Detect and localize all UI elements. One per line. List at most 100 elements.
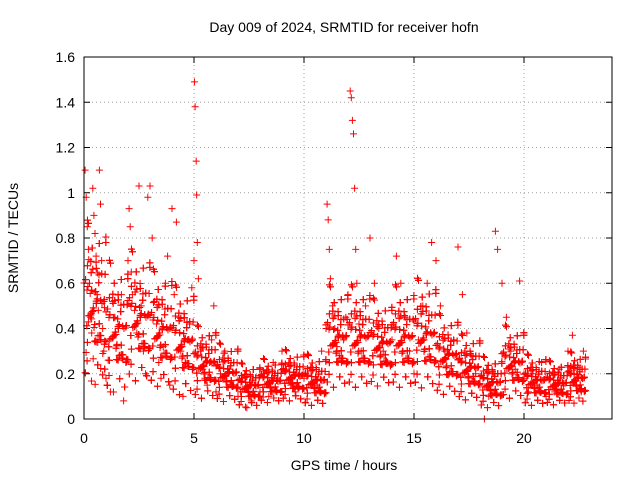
data-point-marker xyxy=(541,389,549,397)
data-point-marker xyxy=(545,357,553,365)
data-point-marker xyxy=(560,372,568,380)
data-point-marker xyxy=(182,380,190,388)
data-point-marker xyxy=(160,370,168,378)
data-point-marker xyxy=(432,341,440,349)
y-tick-label: 0.6 xyxy=(56,275,76,291)
data-point-marker xyxy=(457,388,465,396)
data-point-marker xyxy=(558,388,566,396)
y-tick-label: 0 xyxy=(67,411,75,427)
data-point-marker xyxy=(569,378,577,386)
data-point-marker xyxy=(127,268,135,276)
data-point-marker xyxy=(202,354,210,362)
data-point-marker xyxy=(339,332,347,340)
data-point-marker xyxy=(330,299,338,307)
data-point-marker xyxy=(153,382,161,390)
data-point-marker xyxy=(551,381,559,389)
data-point-marker xyxy=(555,378,563,386)
data-point-marker xyxy=(391,325,399,333)
data-point-marker xyxy=(474,363,482,371)
data-point-marker xyxy=(538,377,546,385)
data-point-marker xyxy=(279,394,287,402)
data-point-marker xyxy=(337,347,345,355)
data-point-marker xyxy=(475,380,483,388)
data-point-marker xyxy=(495,402,503,410)
data-point-marker xyxy=(258,371,266,379)
data-point-marker xyxy=(261,355,269,363)
data-point-marker xyxy=(264,362,272,370)
data-point-marker xyxy=(423,328,431,336)
data-point-marker xyxy=(224,368,232,376)
data-point-marker xyxy=(542,356,550,364)
data-point-marker xyxy=(232,369,240,377)
data-point-marker xyxy=(166,381,174,389)
data-point-marker xyxy=(231,395,239,403)
data-point-marker xyxy=(454,318,462,326)
data-point-marker xyxy=(121,383,129,391)
data-point-marker xyxy=(565,367,573,375)
data-point-marker xyxy=(302,369,310,377)
data-point-marker xyxy=(498,360,506,368)
data-point-marker xyxy=(550,364,558,372)
data-point-marker xyxy=(385,379,393,387)
data-point-marker xyxy=(169,385,177,393)
data-point-marker xyxy=(322,389,330,397)
data-point-marker xyxy=(127,245,135,253)
data-point-marker xyxy=(323,200,331,208)
data-point-marker xyxy=(318,367,326,375)
data-point-marker xyxy=(491,360,499,368)
data-point-marker xyxy=(359,316,367,324)
data-point-marker xyxy=(417,384,425,392)
data-point-marker xyxy=(447,322,455,330)
data-point-marker xyxy=(95,239,103,247)
data-point-marker xyxy=(83,262,91,270)
data-point-marker xyxy=(457,373,465,381)
data-point-marker xyxy=(405,332,413,340)
data-point-marker xyxy=(439,390,447,398)
data-point-marker xyxy=(149,342,157,350)
data-point-marker xyxy=(567,362,575,370)
data-point-marker xyxy=(363,379,371,387)
data-point-marker xyxy=(351,383,359,391)
data-point-marker xyxy=(114,315,122,323)
data-point-marker xyxy=(456,354,464,362)
data-point-marker xyxy=(347,359,355,367)
data-point-marker xyxy=(151,335,159,343)
data-point-marker xyxy=(506,363,514,371)
data-point-marker xyxy=(393,342,401,350)
data-point-marker xyxy=(265,392,273,400)
data-point-marker xyxy=(246,371,254,379)
data-point-marker xyxy=(345,378,353,386)
data-point-marker xyxy=(510,354,518,362)
data-point-marker xyxy=(369,294,377,302)
data-point-marker xyxy=(104,305,112,313)
data-point-marker xyxy=(389,378,397,386)
data-point-marker xyxy=(478,371,486,379)
data-point-marker xyxy=(463,329,471,337)
data-point-marker xyxy=(97,332,105,340)
data-point-marker xyxy=(484,361,492,369)
data-point-marker xyxy=(468,377,476,385)
data-point-marker xyxy=(92,264,100,272)
data-point-marker xyxy=(417,310,425,318)
data-point-marker xyxy=(380,373,388,381)
data-point-marker xyxy=(366,295,374,303)
data-point-marker xyxy=(391,281,399,289)
data-point-marker xyxy=(523,350,531,358)
data-point-marker xyxy=(371,296,379,304)
data-point-marker xyxy=(217,374,225,382)
data-point-marker xyxy=(162,352,170,360)
data-point-marker xyxy=(149,316,157,324)
data-point-marker xyxy=(293,363,301,371)
data-point-marker xyxy=(384,358,392,366)
data-point-marker xyxy=(168,354,176,362)
data-point-marker xyxy=(334,326,342,334)
data-point-marker xyxy=(191,391,199,399)
data-point-marker xyxy=(404,357,412,365)
data-point-marker xyxy=(315,358,323,366)
data-point-marker xyxy=(213,395,221,403)
data-point-marker xyxy=(248,399,256,407)
data-point-marker xyxy=(579,347,587,355)
data-point-marker xyxy=(146,182,154,190)
data-point-marker xyxy=(527,380,535,388)
data-point-marker xyxy=(131,279,139,287)
